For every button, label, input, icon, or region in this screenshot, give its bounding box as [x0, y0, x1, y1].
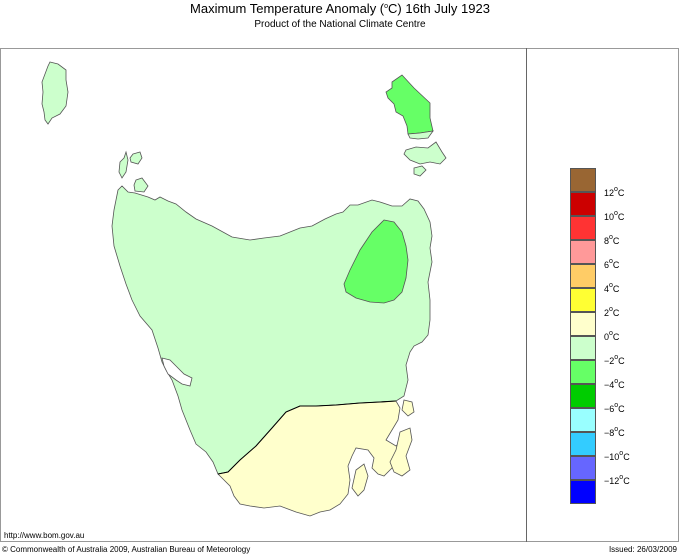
- cape-barren-island: [403, 141, 447, 165]
- king-island: [41, 61, 69, 125]
- flinders-island-south: [407, 130, 434, 140]
- title-degree: o: [384, 3, 389, 10]
- legend-divider: [526, 48, 527, 542]
- legend-label: −6oC: [604, 402, 625, 414]
- legend-swatch: [570, 192, 596, 216]
- maria-island: [401, 399, 415, 417]
- legend-label: −12oC: [604, 474, 630, 486]
- map-title: Maximum Temperature Anomaly (oC) 16th Ju…: [0, 1, 680, 16]
- map-subtitle: Product of the National Climate Centre: [254, 19, 426, 30]
- legend-swatch: [570, 312, 596, 336]
- title-prefix: Maximum Temperature Anomaly (: [190, 1, 385, 16]
- bom-url-link[interactable]: http://www.bom.gov.au: [4, 531, 85, 540]
- legend-label: −4oC: [604, 378, 625, 390]
- legend-swatch: [570, 408, 596, 432]
- legend-swatch: [570, 384, 596, 408]
- map-frame: [0, 48, 679, 542]
- three-hummock-island: [129, 151, 143, 165]
- legend-swatch: [570, 360, 596, 384]
- legend-label: 10oC: [604, 210, 625, 222]
- legend-label: −2oC: [604, 354, 625, 366]
- legend-label: 0oC: [604, 330, 620, 342]
- tasmania-map: [41, 61, 447, 517]
- legend-label: −8oC: [604, 426, 625, 438]
- legend-label: −10oC: [604, 450, 630, 462]
- title-suffix: C) 16th July 1923: [388, 1, 490, 16]
- legend-label: 6oC: [604, 258, 620, 270]
- legend-swatch: [570, 216, 596, 240]
- legend-swatch: [570, 288, 596, 312]
- legend-swatch: [570, 264, 596, 288]
- zero-anomaly-contour: [217, 400, 397, 475]
- macquarie-harbour: [161, 357, 193, 387]
- legend-swatch: [570, 168, 596, 192]
- copyright-notice: © Commonwealth of Australia 2009, Austra…: [2, 545, 251, 554]
- robbins-island: [133, 177, 149, 193]
- legend-swatch: [570, 240, 596, 264]
- hunter-island: [118, 150, 129, 179]
- tasman-peninsula: [389, 427, 413, 477]
- flinders-island: [385, 74, 434, 135]
- legend-label: 4oC: [604, 282, 620, 294]
- legend-swatch: [570, 456, 596, 480]
- legend-swatch: [570, 336, 596, 360]
- issued-date: Issued: 26/03/2009: [608, 545, 677, 554]
- legend-swatch: [570, 432, 596, 456]
- legend-swatch: [570, 480, 596, 504]
- legend-label: 8oC: [604, 234, 620, 246]
- legend-label: 12oC: [604, 186, 625, 198]
- legend-label: 2oC: [604, 306, 620, 318]
- bruny-island: [351, 463, 369, 497]
- clarke-island: [413, 165, 427, 177]
- northeast-cold-zone: [343, 219, 409, 304]
